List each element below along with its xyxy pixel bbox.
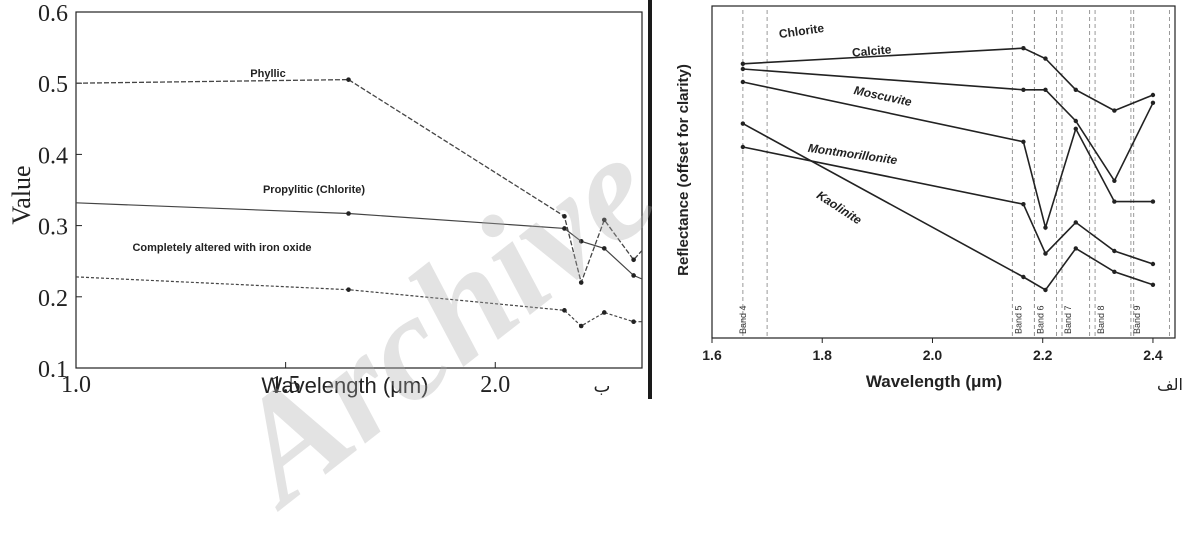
- data-point: [1150, 92, 1156, 98]
- y-tick-label: 0.4: [38, 143, 68, 169]
- series-line: [75, 276, 642, 327]
- data-point: [631, 319, 636, 325]
- data-point: [1043, 87, 1048, 93]
- data-point: [1021, 139, 1026, 144]
- data-point: [1043, 251, 1048, 256]
- data-point: [578, 238, 584, 244]
- right-chart-panel: Band 4 Band 5 Band 6 Band 7 Band 8 Band 9 1.6 1…: [652, 0, 1195, 399]
- data-point: [601, 246, 607, 251]
- series-label: Chlorite: [778, 21, 825, 41]
- data-point: [562, 214, 567, 219]
- series-line: [742, 122, 1154, 292]
- x-tick-label: 1.0: [61, 372, 91, 398]
- data-point: [601, 310, 607, 315]
- panel-label: الف: [1157, 375, 1183, 394]
- series-label: Propylitic (Chlorite): [263, 184, 365, 196]
- series-line: [742, 68, 1154, 183]
- plot-frame: [711, 5, 1176, 339]
- data-point: [740, 79, 746, 85]
- data-point: [631, 257, 636, 263]
- x-tick-label: 2.4: [1143, 347, 1163, 363]
- data-point: [631, 273, 636, 278]
- y-axis-label: Value: [7, 165, 36, 224]
- data-point: [1150, 100, 1156, 106]
- panel-divider: [648, 0, 652, 399]
- x-tick-label: 1.5: [271, 372, 301, 398]
- data-point: [740, 144, 746, 150]
- data-point: [578, 323, 584, 329]
- x-tick-label: 2.0: [480, 372, 510, 398]
- panel-label: ب: [594, 376, 611, 397]
- left-chart-panel: 0.1 0.2 0.3 0.4 0.5 0.6 1.0 1.5 2.0 Wavelength (μ…: [0, 0, 648, 399]
- data-point: [562, 308, 567, 313]
- series-label: Kaolinite: [814, 188, 864, 228]
- data-point: [1112, 178, 1117, 183]
- series-label: Phyllic: [250, 68, 285, 80]
- band-label: Band 5: [1013, 305, 1023, 334]
- series-line: [742, 81, 1153, 231]
- right-chart: Band 4 Band 5 Band 6 Band 7 Band 8 Band 9 1.6 1…: [675, 5, 1183, 394]
- x-tick-label: 2.2: [1033, 347, 1053, 363]
- data-point: [1073, 126, 1078, 131]
- data-point: [1021, 87, 1026, 93]
- band-label: Band 8: [1096, 305, 1106, 334]
- x-tick-label: 1.6: [702, 347, 722, 363]
- series-label: Completely altered with iron oxide: [132, 242, 311, 254]
- series-label: Moscuvite: [853, 83, 914, 109]
- data-point: [562, 226, 567, 231]
- series-line: [742, 146, 1154, 265]
- series-line: [75, 202, 643, 280]
- data-point: [1112, 108, 1117, 113]
- data-point: [1073, 220, 1078, 225]
- data-point: [740, 121, 746, 126]
- data-point: [1021, 274, 1026, 280]
- data-point: [1043, 56, 1048, 61]
- series-line: [742, 47, 1154, 112]
- plot-frame: [75, 11, 643, 369]
- data-point: [740, 61, 746, 66]
- data-point: [601, 217, 607, 223]
- data-point: [1073, 246, 1078, 251]
- data-point: [1150, 199, 1156, 204]
- y-tick-label: 0.6: [38, 1, 68, 27]
- data-point: [346, 211, 351, 216]
- band-label: Band 9: [1132, 305, 1142, 334]
- x-tick-label: 2.0: [923, 347, 943, 363]
- series-label: Calcite: [851, 42, 892, 59]
- x-tick-label: 1.8: [813, 347, 833, 363]
- left-chart: 0.1 0.2 0.3 0.4 0.5 0.6 1.0 1.5 2.0 Wavelength (μ…: [7, 1, 643, 398]
- band-label: Band 4: [738, 305, 748, 334]
- data-point: [1150, 261, 1156, 267]
- y-tick-label: 0.2: [38, 286, 68, 312]
- data-point: [1112, 269, 1117, 274]
- data-point: [1073, 118, 1078, 124]
- data-point: [346, 287, 351, 292]
- data-point: [1021, 46, 1026, 51]
- data-point: [1043, 225, 1048, 230]
- data-point: [1021, 202, 1026, 207]
- data-point: [1112, 248, 1117, 254]
- x-axis-label: Wavelength (μm): [261, 373, 428, 398]
- band-label: Band 6: [1035, 305, 1045, 334]
- y-tick-label: 0.3: [38, 215, 68, 241]
- data-point: [1073, 87, 1078, 93]
- x-axis-label: Wavelength (μm): [866, 372, 1002, 391]
- data-point: [578, 280, 584, 285]
- y-tick-label: 0.1: [38, 357, 68, 383]
- data-point: [1150, 282, 1156, 287]
- data-point: [1112, 199, 1117, 204]
- y-axis-label: Reflectance (offset for clarity): [675, 64, 692, 276]
- data-point: [1043, 287, 1048, 293]
- y-tick-label: 0.5: [38, 72, 68, 98]
- data-point: [346, 77, 351, 82]
- band-label: Band 7: [1063, 305, 1073, 334]
- data-point: [740, 66, 746, 72]
